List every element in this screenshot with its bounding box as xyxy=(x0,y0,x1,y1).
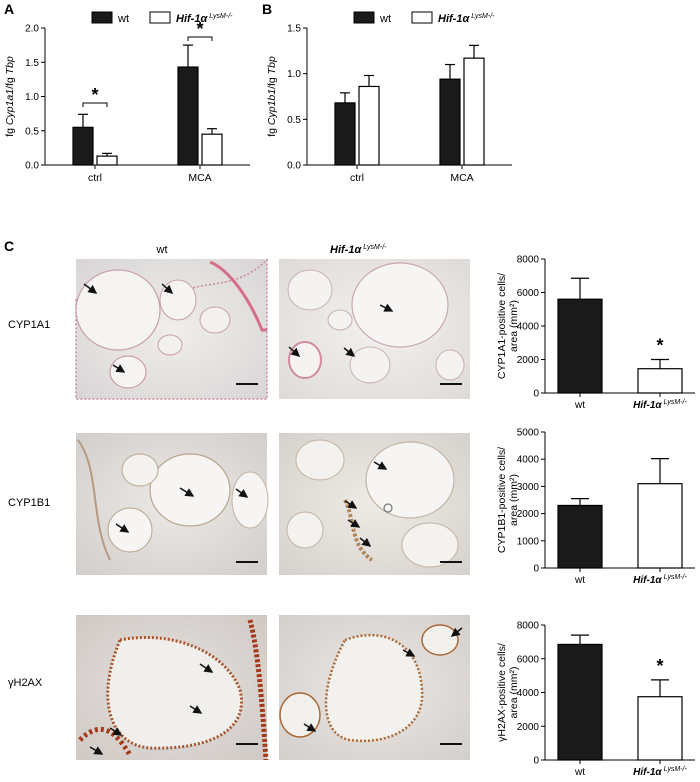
legend-a: wt Hif-1α LysM-/- xyxy=(91,11,233,25)
chart-a: 0.0 0.5 1.0 1.5 2.0 fg Cyp1a1/fg Tbp ctrl * MCA * xyxy=(4,19,250,184)
y-tick-label: 3000 xyxy=(517,482,540,493)
x-tick-label: ctrl xyxy=(88,172,102,184)
y-tick-label: 4000 xyxy=(517,688,540,699)
micrograph-cyp1a1-ko xyxy=(279,259,470,399)
legend-swatch-wt xyxy=(353,11,375,24)
legend-label-wt: wt xyxy=(117,13,129,25)
y-tick-label: 0.5 xyxy=(287,115,301,126)
row-label-gh2ax: γH2AX xyxy=(8,677,43,689)
y-axis-label-line2: area (mm²) xyxy=(508,667,520,719)
y-tick-label: 1.0 xyxy=(287,69,301,80)
bar-ko xyxy=(637,483,683,569)
x-tick-label: wt xyxy=(574,767,585,778)
bar-ko xyxy=(637,368,683,394)
y-tick-label: 1.5 xyxy=(287,24,301,35)
bar-wt xyxy=(439,78,461,166)
micrograph-cyp1b1-ko xyxy=(279,433,470,575)
micrograph-cyp1a1-wt xyxy=(75,258,268,400)
micrograph-gh2ax-wt xyxy=(76,615,269,761)
x-tick-label: Hif-1α LysM-/- xyxy=(633,399,687,411)
x-tick-label: MCA xyxy=(188,172,211,184)
bar-wt xyxy=(557,643,603,761)
row-label-cyp1b1: CYP1B1 xyxy=(8,497,50,509)
chart-c3-gh2ax: 0 2000 4000 6000 8000 γH2AX-positive cells/ar… xyxy=(496,621,695,778)
micrograph-col-ko: Hif-1α LysM-/- xyxy=(330,244,387,256)
y-tick-label: 0 xyxy=(533,564,539,575)
y-tick-label: 2000 xyxy=(517,722,540,733)
x-tick-label: ctrl xyxy=(350,172,364,184)
y-tick-label: 0.0 xyxy=(287,161,301,172)
y-tick-label: 5000 xyxy=(517,428,540,439)
bar-wt xyxy=(177,66,199,166)
bar-wt xyxy=(557,504,603,569)
y-axis-label: γH2AX-positive cells/ xyxy=(496,643,508,742)
y-tick-label: 6000 xyxy=(517,288,540,299)
y-axis-label-line2: area (mm²) xyxy=(508,300,520,352)
y-tick-label: 0 xyxy=(533,756,539,767)
chart-b: 0.0 0.5 1.0 1.5 fg Cyp1b1/fg Tbp ctrl MCA xyxy=(266,24,512,184)
legend-b: wt Hif-1α LysM-/- xyxy=(353,11,495,25)
micrograph-cyp1b1-wt xyxy=(76,433,269,575)
significance-bracket xyxy=(82,102,108,107)
panel-label-a: A xyxy=(4,1,14,17)
x-tick-label: Hif-1α LysM-/- xyxy=(633,574,687,586)
chart-c2-cyp1b1: 0 1000 2000 3000 4000 5000 CYP1B1-positive cel… xyxy=(496,428,695,586)
panel-label-b: B xyxy=(262,1,272,17)
y-tick-label: 2000 xyxy=(517,355,540,366)
significance-bracket xyxy=(187,36,213,41)
y-tick-label: 6000 xyxy=(517,654,540,665)
bar-wt xyxy=(72,126,94,166)
x-tick-label: Hif-1α LysM-/- xyxy=(633,766,687,778)
chart-c1-cyp1a1: 0 2000 4000 6000 8000 CYP1A1-positive cells/a… xyxy=(496,255,695,411)
bar-ko xyxy=(96,155,118,166)
legend-swatch-ko xyxy=(411,11,433,24)
bar-wt xyxy=(557,298,603,394)
y-tick-label: 1000 xyxy=(517,536,540,547)
y-tick-label: 1.5 xyxy=(25,58,39,69)
y-tick-label: 0.0 xyxy=(25,161,39,172)
y-tick-label: 4000 xyxy=(517,455,540,466)
panel-label-c: C xyxy=(4,238,14,254)
y-tick-label: 0 xyxy=(533,389,539,400)
bar-ko xyxy=(201,133,223,166)
y-tick-label: 2.0 xyxy=(25,24,39,35)
micrograph-gh2ax-ko xyxy=(279,615,470,760)
y-axis-label-line2: area (mm²) xyxy=(508,474,520,526)
legend-label-ko: Hif-1α LysM-/- xyxy=(176,13,233,25)
significance-star: * xyxy=(91,85,98,105)
bar-ko xyxy=(463,57,485,166)
bar-wt xyxy=(334,102,356,166)
y-axis-label: CYP1B1-positive cells/ xyxy=(496,447,508,553)
y-tick-label: 8000 xyxy=(517,255,540,266)
legend-label-ko: Hif-1α LysM-/- xyxy=(438,13,495,25)
significance-star: * xyxy=(656,656,663,676)
significance-star: * xyxy=(196,19,203,39)
x-tick-label: wt xyxy=(574,400,585,411)
y-tick-label: 1.0 xyxy=(25,92,39,103)
bar-ko xyxy=(358,85,380,166)
legend-swatch-wt xyxy=(91,11,113,24)
y-tick-label: 0.5 xyxy=(25,126,39,137)
y-axis-label: fg Cyp1a1/fg Tbp xyxy=(4,56,16,137)
y-axis-label: CYP1A1-positive cells/ xyxy=(496,273,508,379)
x-tick-label: MCA xyxy=(450,172,473,184)
y-tick-label: 2000 xyxy=(517,509,540,520)
legend-label-wt: wt xyxy=(379,13,391,25)
y-tick-label: 4000 xyxy=(517,322,540,333)
row-label-cyp1a1: CYP1A1 xyxy=(8,319,50,331)
significance-star: * xyxy=(656,336,663,356)
x-tick-label: wt xyxy=(574,575,585,586)
y-tick-label: 8000 xyxy=(517,621,540,632)
legend-swatch-ko xyxy=(149,11,171,24)
y-axis-label: fg Cyp1b1/fg Tbp xyxy=(266,56,278,137)
bar-ko xyxy=(637,696,683,761)
micrograph-col-wt: wt xyxy=(156,244,168,256)
